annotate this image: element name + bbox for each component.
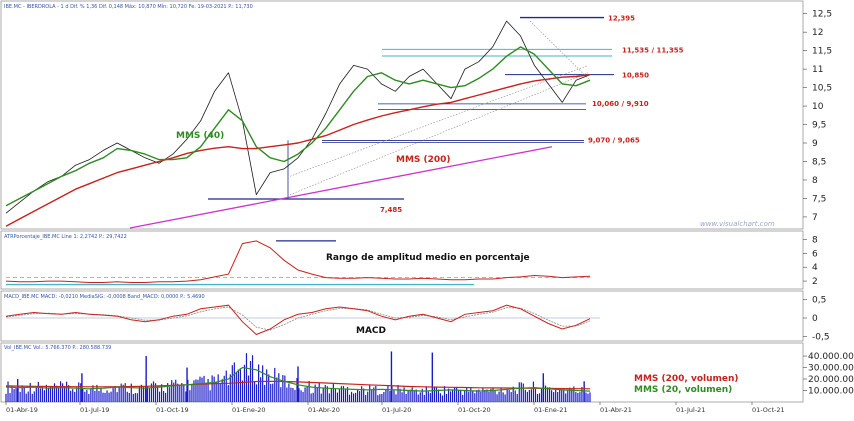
vol-ytick-label: 30.000.000 (808, 364, 854, 374)
atr-panel (0, 230, 804, 290)
price-ytick-label: 11 (812, 65, 823, 75)
vol-legend-200: MMS (200, volumen) (634, 374, 739, 384)
sma200-label: MMS (200) (396, 155, 451, 165)
series-vol-sma20 (5, 366, 591, 392)
axes: 7 7,5 8 8,5 9 9,5 10 10,5 11 11,5 12 12,5 2 4 6 8 0,5 0 -0… (5, 10, 854, 414)
xtick-label: 01-Oct-21 (752, 406, 785, 414)
atr-title: Rango de amplitud medio en porcentaje (326, 253, 530, 263)
macd-ytick-label: -0,5 (812, 332, 830, 342)
level-label: 11,535 / 11,355 (622, 46, 684, 54)
level-label: 10,850 (622, 72, 649, 80)
price-ytick-label: 9 (812, 139, 818, 149)
xtick-label: 01-Abr-19 (6, 406, 38, 414)
macd-panel (0, 290, 804, 342)
xtick-label: 01-Ene-21 (534, 406, 567, 414)
xtick-label: 01-Jul-19 (80, 406, 109, 414)
level-label: 9,070 / 9,065 (588, 136, 640, 144)
macd-title: MACD (356, 326, 386, 336)
series-sma40 (5, 46, 591, 207)
xtick-label: 01-Ene-20 (232, 406, 265, 414)
series-atr (5, 240, 591, 283)
price-ytick-label: 10,5 (812, 84, 832, 94)
price-header: IBE.MC - IBERDROLA - 1 d Dif. % 1,36 Dif… (4, 3, 253, 10)
series-price (5, 20, 591, 214)
sma40-label: MMS (40) (176, 131, 224, 141)
vol-ytick-label: 40.000.000 (808, 352, 854, 362)
price-ytick-label: 7 (812, 213, 818, 223)
price-ytick-label: 9,5 (812, 121, 826, 131)
vol-ytick-label: 10.000.000 (808, 387, 854, 397)
price-ytick-label: 8,5 (812, 157, 826, 167)
macd-ytick-label: 0 (812, 314, 818, 324)
trend-channel-line (289, 65, 589, 177)
price-ytick-label: 10 (812, 102, 824, 112)
atr-ytick-label: 8 (812, 235, 818, 245)
volume-header: Vol_IBE.MC Vol.: 5.766.370 P.: 280.588.7… (4, 345, 111, 351)
level-label: 12,395 (608, 15, 635, 23)
price-ytick-label: 7,5 (812, 194, 826, 204)
vol-ytick-label: 20.000.000 (808, 375, 854, 385)
macd-chart (5, 304, 600, 336)
price-ytick-label: 8 (812, 176, 818, 186)
macd-header: MACD_IBE.MC MACD: -0,0210 MediaSIG: -0,0… (4, 294, 205, 300)
xtick-label: 01-Oct-20 (458, 406, 491, 414)
xtick-label: 01-Abr-20 (308, 406, 340, 414)
price-ytick-label: 12 (812, 28, 823, 38)
atr-chart (5, 240, 591, 286)
atr-header: ATRPorcentaje_IBE.MC Line 1: 2,2742 P.: … (4, 234, 127, 240)
xtick-label: 01-Jul-20 (382, 406, 411, 414)
xtick-label: 01-Oct-19 (156, 406, 189, 414)
volume-chart (5, 351, 591, 402)
level-label: 7,485 (380, 206, 402, 214)
price-panel (0, 0, 804, 230)
series-vol-sma200 (5, 380, 591, 390)
trend-support-line (129, 146, 553, 229)
watermark: www.visualchart.com (700, 220, 775, 228)
series-macd-signal (5, 306, 591, 331)
atr-ytick-label: 6 (812, 249, 818, 259)
series-macd (5, 304, 591, 336)
series-sma200 (5, 74, 591, 227)
macd-ytick-label: 0,5 (812, 296, 826, 306)
atr-ytick-label: 2 (812, 277, 818, 287)
price-chart: 12,395 11,535 / 11,355 10,850 10,060 / 9,91… (5, 15, 684, 229)
xtick-label: 01-Jul-21 (676, 406, 705, 414)
xtick-label: 01-Abr-21 (600, 406, 632, 414)
level-label: 10,060 / 9,910 (592, 100, 649, 108)
trend-channel-line (289, 72, 589, 196)
price-ytick-label: 11,5 (812, 47, 832, 57)
trend-channel-line (529, 20, 591, 81)
atr-ytick-label: 4 (812, 263, 818, 273)
price-ytick-label: 12,5 (812, 10, 832, 20)
vol-legend-20: MMS (20, volumen) (634, 385, 732, 395)
